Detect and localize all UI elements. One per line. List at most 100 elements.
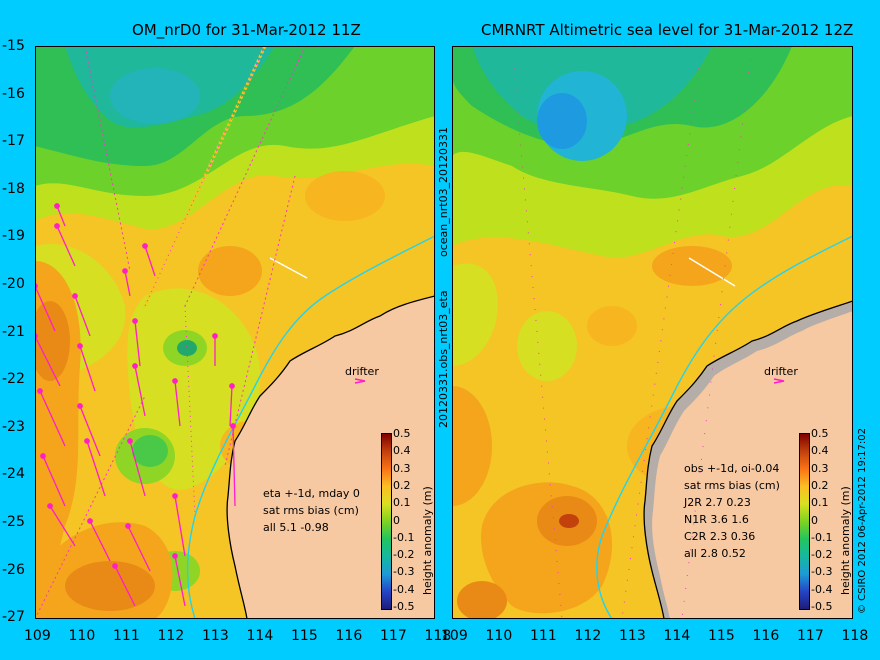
longitude-tick-label: 109 [24,628,51,644]
colorbar-tick-label: -0.2 [811,548,833,562]
right-colorbar [799,433,810,610]
longitude-tick-label: 117 [380,628,407,644]
velocity-arrow [49,505,76,547]
longitude-tick-label: 115 [708,628,735,644]
velocity-arrow-head [172,553,178,559]
velocity-arrow [174,555,186,607]
left-map-title: OM_nrD0 for 31-Mar-2012 11Z [132,21,361,39]
right-map-title: CMRNRT Altimetric sea level for 31-Mar-2… [481,21,854,39]
velocity-arrow-head [132,318,138,324]
velocity-arrow-head [229,383,235,389]
velocity-arrow [174,495,186,557]
longitude-tick-label: 113 [202,628,229,644]
velocity-arrow [124,270,131,297]
right-map-panel: obs +-1d, oi-0.04 sat rms bias (cm) J2R … [452,46,853,619]
longitude-tick-label: 115 [291,628,318,644]
velocity-arrow [56,205,66,227]
latitude-tick-label: -25 [2,514,25,530]
velocity-arrow [86,440,106,497]
velocity-arrow-head [84,438,90,444]
latitude-tick-label: -17 [2,133,25,150]
left-legend-line-3: all 5.1 -0.98 [263,521,329,534]
latitude-tick-label: -23 [2,418,25,435]
velocity-arrow-head [142,243,148,249]
latitude-tick-label: -22 [2,371,25,388]
latitude-tick-label: -27 [2,609,25,626]
velocity-arrow [89,520,111,562]
left-drifter-label: drifter [345,365,379,378]
longitude-tick-label: 112 [157,628,185,644]
latitude-tick-label: -24 [2,466,25,483]
velocity-arrow [127,525,151,572]
longitude-tick-label: 109 [441,628,468,644]
velocity-arrow-head [127,438,133,444]
colorbar-tick-label: 0.5 [393,427,411,440]
velocity-arrow-head [77,403,83,409]
velocity-arrow [79,345,96,392]
colorbar-tick-label: -0.4 [811,582,833,596]
right-legend-line-3: J2R 2.7 0.23 [683,496,751,509]
velocity-arrow-head [132,363,138,369]
velocity-arrow-head [77,343,83,349]
right-drifter-label: drifter [764,365,798,378]
longitude-tick-label: 114 [663,628,691,644]
longitude-tick-label: 113 [619,628,646,644]
colorbar-tick-label: -0.4 [393,582,415,596]
velocity-arrow-head [172,378,178,384]
middle-bottom-label: 20120331.obs_nrt03_eta [437,290,450,428]
colorbar-tick-label: 0.5 [811,427,829,440]
longitude-tick-label: 110 [68,628,96,644]
colorbar-tick-label: 0.1 [393,496,411,510]
velocity-arrow [174,380,181,427]
right-legend-line-1: obs +-1d, oi-0.04 [684,462,779,475]
longitude-tick-label: 118 [841,628,869,644]
velocity-arrow [35,335,61,387]
velocity-arrow [129,440,146,497]
velocity-arrow [79,405,101,457]
colorbar-tick-label: -0.5 [811,600,833,613]
longitude-tick-label: 111 [530,628,557,644]
velocity-arrow-head [54,223,60,229]
velocity-arrow-head [172,493,178,499]
left-map-panel: eta +-1d, mday 0 sat rms bias (cm) all 5… [35,46,435,619]
colorbar-tick-label: 0.4 [811,444,829,458]
left-legend-line-2: sat rms bias (cm) [263,504,359,517]
velocity-arrow [144,245,156,277]
left-colorbar [381,433,392,610]
longitude-tick-label: 116 [335,628,363,644]
velocity-arrow [42,455,66,507]
middle-top-label: ocean_nrt03_20120331 [437,126,450,257]
velocity-arrow-head [72,293,78,299]
colorbar-tick-label: -0.3 [811,565,833,579]
velocity-arrow-head [87,518,93,524]
longitude-tick-label: 110 [485,628,513,644]
velocity-arrow [114,565,136,607]
colorbar-tick-label: 0.3 [811,461,829,475]
latitude-tick-label: -16 [2,85,25,102]
latitude-tick-label: -21 [2,323,25,340]
velocity-arrow-head [37,388,43,394]
velocity-arrow-head [112,563,118,569]
velocity-arrow-head [230,423,236,429]
colorbar-tick-label: 0.3 [393,461,411,475]
longitude-tick-label: 112 [574,628,602,644]
velocity-arrow-head [54,203,60,209]
latitude-tick-label: -18 [2,180,25,197]
longitude-tick-label: 116 [752,628,780,644]
right-legend-line-2: sat rms bias (cm) [684,479,780,492]
latitude-tick-label: -15 [2,38,25,54]
velocity-arrow [134,365,146,417]
colorbar-tick-label: 0.2 [393,478,411,492]
colorbar-tick-label: -0.1 [811,530,833,544]
velocity-arrow [134,320,141,367]
velocity-arrow [232,425,236,507]
velocity-arrow [229,385,233,427]
colorbar-tick-label: -0.2 [393,548,415,562]
colorbar-tick-label: -0.1 [393,530,415,544]
colorbar-tick-label: 0.2 [811,478,829,492]
velocity-arrow [35,285,56,332]
velocity-arrow-head [212,333,218,339]
longitude-tick-label: 118 [424,628,452,644]
colorbar-tick-label: 0.1 [811,496,829,510]
right-legend-line-5: C2R 2.3 0.36 [684,530,755,543]
